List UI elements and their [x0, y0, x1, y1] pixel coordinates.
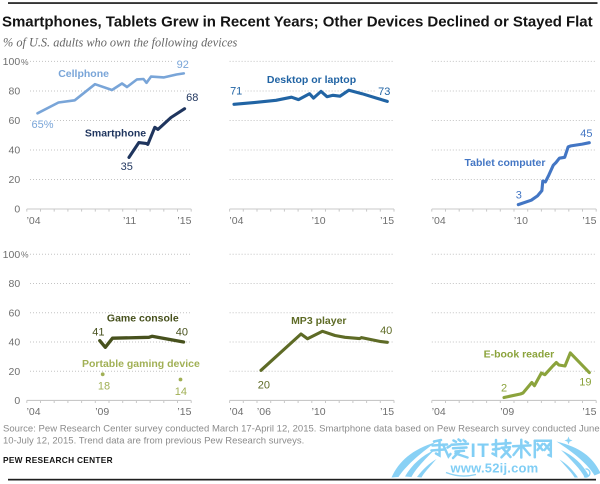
svg-text:20: 20 [9, 366, 21, 378]
svg-text:’10: ’10 [514, 215, 528, 227]
svg-text:% of U.S. adults who own the f: % of U.S. adults who own the following d… [3, 36, 238, 50]
svg-text:0: 0 [14, 395, 20, 407]
svg-text:73: 73 [378, 86, 390, 98]
svg-text:’06: ’06 [257, 406, 271, 418]
svg-text:Smartphones, Tablets Grew in R: Smartphones, Tablets Grew in Recent Year… [2, 14, 593, 31]
svg-text:19: 19 [579, 377, 591, 389]
svg-text:’04: ’04 [229, 215, 243, 227]
svg-text:60: 60 [9, 115, 21, 127]
svg-text:10-July 12, 2015. Trend data: 10-July 12, 2015. Trend data are from pr… [3, 436, 304, 447]
svg-text:’04: ’04 [229, 406, 243, 418]
svg-text:100: 100 [3, 249, 21, 261]
svg-text:40: 40 [9, 145, 21, 157]
svg-text:80: 80 [9, 86, 21, 98]
svg-text:PEW RESEARCH CENTER: PEW RESEARCH CENTER [3, 455, 113, 465]
svg-text:’04: ’04 [27, 406, 41, 418]
svg-text:Source: Pew Research Center s: Source: Pew Research Center survey condu… [3, 424, 600, 435]
svg-text:’15: ’15 [582, 215, 596, 227]
svg-text:2: 2 [501, 382, 507, 394]
svg-text:Cellphone: Cellphone [58, 68, 109, 80]
svg-text:100: 100 [3, 56, 21, 68]
svg-text:E-book reader: E-book reader [484, 349, 555, 361]
svg-text:Portable gaming device: Portable gaming device [82, 358, 200, 370]
svg-text:80: 80 [9, 278, 21, 290]
svg-text:Smartphone: Smartphone [85, 128, 146, 140]
svg-text:41: 41 [92, 326, 104, 338]
svg-text:20: 20 [258, 380, 270, 392]
svg-text:60: 60 [9, 307, 21, 319]
svg-text:68: 68 [186, 92, 198, 104]
svg-text:IT: IT [471, 441, 491, 462]
svg-text:45: 45 [580, 128, 592, 140]
svg-text:40: 40 [9, 337, 21, 349]
svg-text:www.52ij.com: www.52ij.com [450, 461, 539, 476]
svg-text:20: 20 [9, 174, 21, 186]
svg-text:’09: ’09 [95, 406, 109, 418]
svg-text:’04: ’04 [432, 406, 446, 418]
svg-text:71: 71 [230, 86, 242, 98]
svg-text:18: 18 [98, 380, 110, 392]
svg-text:92: 92 [177, 59, 189, 71]
svg-text:’04: ’04 [432, 215, 446, 227]
svg-text:%: % [21, 250, 29, 260]
svg-text:MP3 player: MP3 player [291, 315, 346, 327]
svg-text:’15: ’15 [380, 406, 394, 418]
svg-text:Tablet computer: Tablet computer [465, 157, 546, 169]
svg-text:’15: ’15 [177, 406, 191, 418]
svg-text:’10: ’10 [312, 215, 326, 227]
svg-text:’15: ’15 [380, 215, 394, 227]
svg-text:3: 3 [516, 189, 522, 201]
svg-text:’10: ’10 [312, 406, 326, 418]
svg-text:65%: 65% [31, 119, 53, 131]
svg-text:’15: ’15 [582, 406, 596, 418]
svg-text:’04: ’04 [27, 215, 41, 227]
svg-text:’15: ’15 [177, 215, 191, 227]
svg-text:’11: ’11 [123, 215, 136, 227]
svg-text:’09: ’09 [500, 406, 514, 418]
svg-text:%: % [21, 57, 29, 67]
svg-text:40: 40 [176, 326, 188, 338]
svg-text:0: 0 [14, 204, 20, 216]
svg-text:40: 40 [380, 325, 392, 337]
svg-text:Game console: Game console [107, 313, 179, 325]
svg-text:Desktop or laptop: Desktop or laptop [267, 74, 356, 86]
svg-text:14: 14 [175, 386, 187, 398]
svg-text:35: 35 [121, 161, 133, 173]
